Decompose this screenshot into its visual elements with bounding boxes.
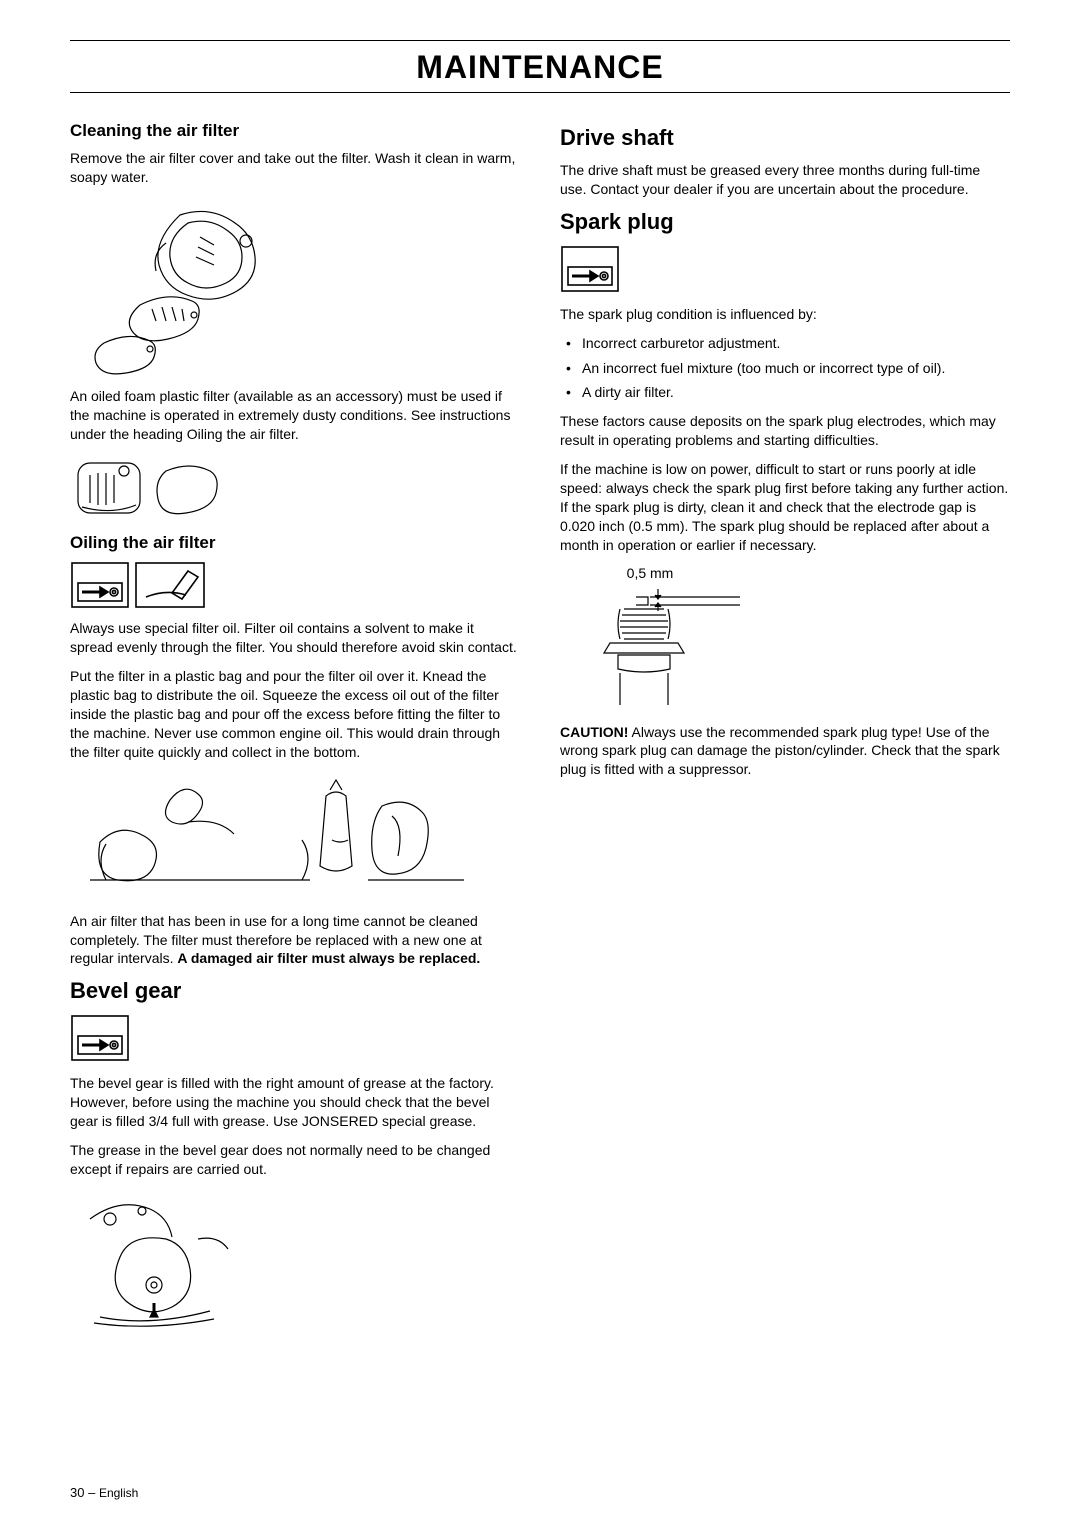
li-spark-2: An incorrect fuel mixture (too much or i… (560, 359, 1010, 378)
figure-filter-parts (70, 453, 520, 523)
rule-top (70, 40, 1010, 41)
footer-page-number: 30 (70, 1485, 84, 1500)
footer-sep: – (84, 1485, 98, 1500)
para-oil-1: Always use special filter oil. Filter oi… (70, 619, 520, 657)
rule-under-title (70, 92, 1010, 93)
heading-drive-shaft: Drive shaft (560, 125, 1010, 151)
page-title: MAINTENANCE (70, 49, 1010, 86)
label-caution: CAUTION! (560, 724, 628, 740)
para-spark-caution: CAUTION! Always use the recommended spar… (560, 723, 1010, 780)
para-oil-3-bold: A damaged air filter must always be repl… (177, 950, 480, 966)
para-bevel-1: The bevel gear is filled with the right … (70, 1074, 520, 1131)
para-spark-3: If the machine is low on power, difficul… (560, 460, 1010, 554)
figure-air-filter-exploded (70, 197, 520, 377)
para-bevel-2: The grease in the bevel gear does not no… (70, 1141, 520, 1179)
heading-spark-plug: Spark plug (560, 209, 1010, 235)
figure-oil-icon-row (70, 561, 520, 609)
para-spark-2: These factors cause deposits on the spar… (560, 412, 1010, 450)
column-right: Drive shaft The drive shaft must be grea… (560, 115, 1010, 1339)
li-spark-1: Incorrect carburetor adjustment. (560, 334, 1010, 353)
figure-spark-icon (560, 245, 1010, 295)
label-spark-gap: 0,5 mm (580, 565, 720, 581)
figure-spark-plug: 0,5 mm (580, 565, 1010, 713)
para-spark-1: The spark plug condition is influenced b… (560, 305, 1010, 324)
li-spark-3: A dirty air filter. (560, 383, 1010, 402)
figure-bevel-gear (70, 1189, 520, 1329)
columns: Cleaning the air filter Remove the air f… (70, 115, 1010, 1339)
figure-oil-process (70, 772, 520, 902)
heading-oiling-air-filter: Oiling the air filter (70, 533, 520, 553)
heading-bevel-gear: Bevel gear (70, 978, 520, 1004)
footer-lang: English (99, 1486, 138, 1500)
figure-bevel-icon (70, 1014, 520, 1064)
column-left: Cleaning the air filter Remove the air f… (70, 115, 520, 1339)
para-clean-2: An oiled foam plastic filter (available … (70, 387, 520, 444)
page-footer: 30 – English (70, 1485, 138, 1500)
para-oil-3: An air filter that has been in use for a… (70, 912, 520, 969)
para-oil-2: Put the filter in a plastic bag and pour… (70, 667, 520, 761)
para-drive-1: The drive shaft must be greased every th… (560, 161, 1010, 199)
list-spark-factors: Incorrect carburetor adjustment. An inco… (560, 334, 1010, 403)
heading-cleaning-air-filter: Cleaning the air filter (70, 121, 520, 141)
para-clean-1: Remove the air filter cover and take out… (70, 149, 520, 187)
